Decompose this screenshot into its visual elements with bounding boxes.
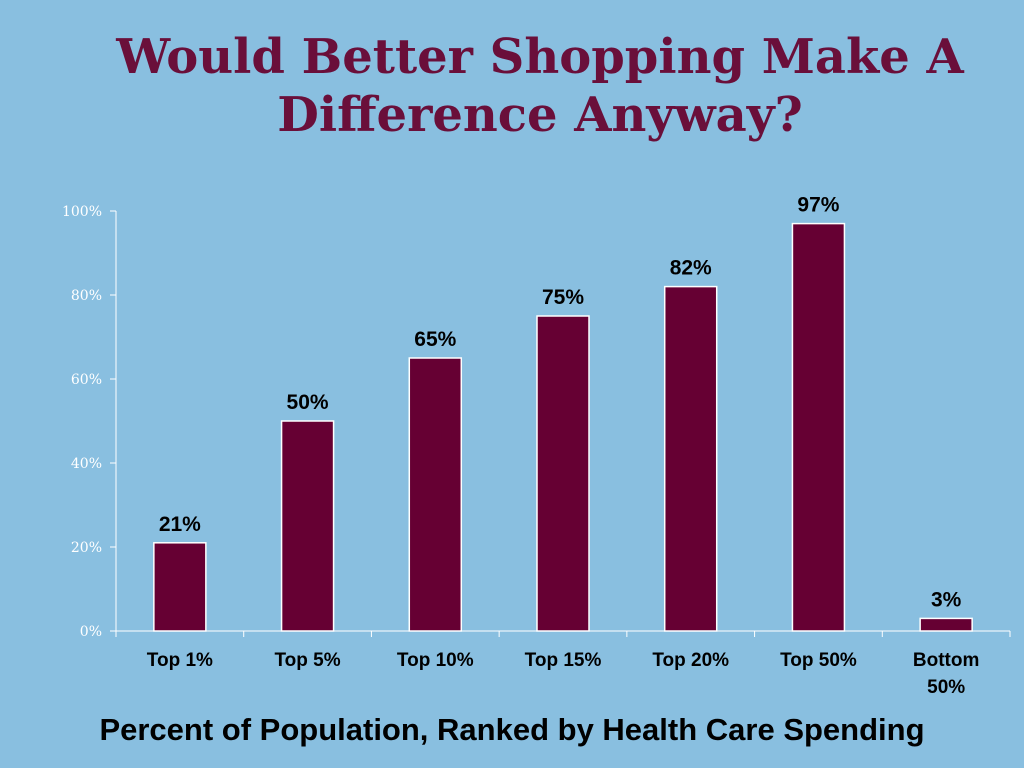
x-axis-title: Percent of Population, Ranked by Health … — [99, 712, 925, 747]
data-label: 3% — [931, 588, 962, 611]
category-label: Bottom 50% — [913, 650, 979, 698]
data-label: 75% — [542, 286, 584, 309]
data-label: 50% — [287, 391, 329, 414]
category-label: Top 20% — [652, 650, 729, 671]
title-line-1: Would Better Shopping Make A — [116, 29, 964, 85]
y-tick-label: 40% — [71, 456, 102, 472]
bar — [408, 357, 463, 632]
y-tick-label: 100% — [62, 204, 102, 220]
category-label: Top 10% — [397, 650, 474, 671]
bar — [919, 617, 973, 632]
data-label: 21% — [159, 513, 201, 536]
category-label: Top 5% — [274, 650, 340, 671]
y-tick-label: 60% — [71, 372, 102, 388]
category-label: Top 50% — [780, 650, 857, 671]
bar — [153, 542, 207, 632]
bar — [791, 222, 846, 632]
slide-title: Would Better Shopping Make A Difference … — [40, 28, 1024, 144]
bar — [280, 420, 335, 632]
y-tick-label: 0% — [80, 624, 102, 640]
bar — [663, 285, 718, 632]
bar — [536, 315, 590, 632]
data-label: 82% — [670, 257, 712, 280]
data-label: 97% — [797, 194, 839, 217]
y-tick-label: 80% — [71, 288, 102, 304]
data-label: 65% — [414, 328, 456, 351]
category-label: Top 1% — [147, 650, 213, 671]
category-label: Top 15% — [525, 650, 602, 671]
y-tick-label: 20% — [71, 540, 102, 556]
title-line-2: Difference Anyway? — [277, 87, 803, 143]
